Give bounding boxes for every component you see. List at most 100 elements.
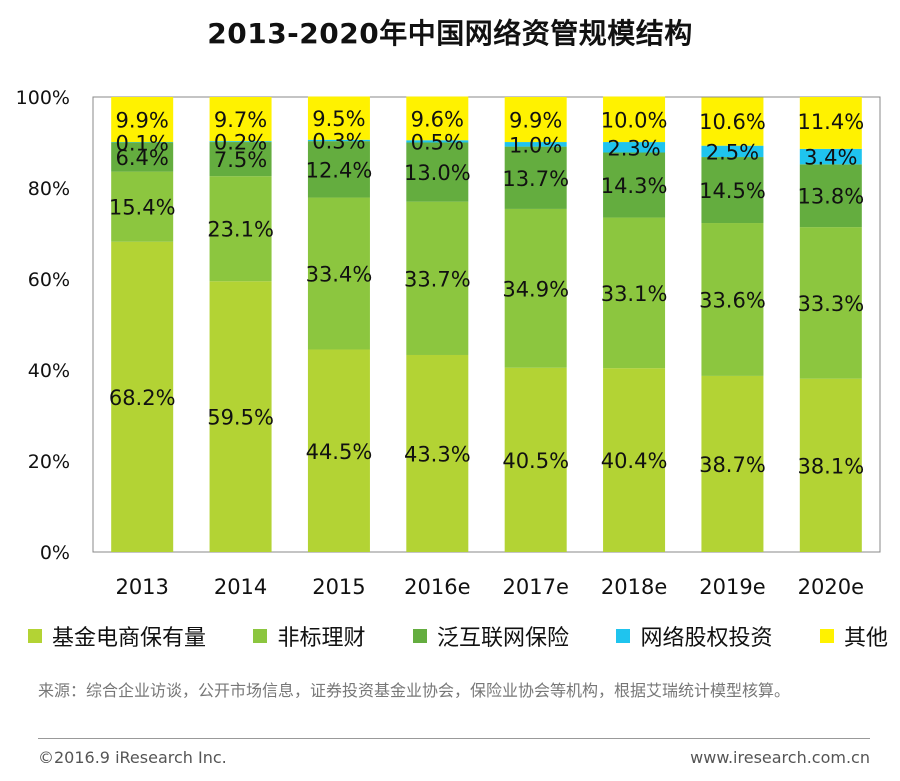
bar-segment	[504, 208, 567, 368]
data-label: 38.7%	[699, 453, 766, 477]
data-label: 2.5%	[706, 140, 759, 164]
bar-segment	[603, 368, 666, 552]
footer-divider	[38, 738, 870, 739]
bar-segment	[209, 97, 272, 142]
bar-segment	[701, 375, 764, 552]
bar-segment	[799, 378, 862, 552]
bar-segment	[799, 97, 862, 149]
bar-segment	[406, 201, 469, 355]
data-label: 14.3%	[601, 174, 668, 198]
legend-label: 网络股权投资	[640, 626, 773, 651]
legend-item: 泛互联网保险	[412, 620, 569, 652]
website-text: www.iresearch.com.cn	[690, 748, 870, 767]
legend-item: 网络股权投资	[616, 620, 772, 652]
stacked-bar-chart: 0%20%40%60%80%100%68.2%15.4%6.4%0.1%9.9%…	[16, 87, 881, 599]
y-tick-label: 20%	[28, 451, 70, 473]
y-tick-label: 40%	[28, 360, 70, 382]
data-label: 0.5%	[411, 130, 464, 154]
bar-segment	[701, 223, 764, 376]
bar-segment	[307, 349, 370, 552]
data-label: 33.6%	[699, 288, 766, 312]
data-label: 33.7%	[404, 267, 471, 291]
bar-segment	[799, 148, 862, 165]
bar-segment	[701, 145, 764, 158]
x-tick-label: 2020e	[798, 575, 864, 599]
bar-segment	[406, 354, 469, 552]
source-note: 来源：综合企业访谈，公开市场信息，证券投资基金业协会，保险业协会等机构，根据艾瑞…	[38, 681, 791, 700]
x-tick-label: 2013	[115, 575, 168, 599]
data-label: 38.1%	[797, 454, 864, 478]
legend-swatch	[28, 629, 42, 643]
data-label: 13.7%	[502, 167, 569, 191]
data-label: 6.4%	[116, 146, 169, 170]
data-label: 9.6%	[411, 107, 464, 131]
data-label: 12.4%	[306, 158, 373, 182]
data-label: 68.2%	[109, 386, 176, 410]
bar-segment	[307, 141, 370, 198]
legend-swatch	[412, 629, 427, 643]
bar-segment	[406, 142, 469, 202]
bar-segment	[603, 96, 666, 143]
legend-item: 非标理财	[253, 620, 366, 652]
bar-segment	[799, 164, 862, 228]
bar-segment	[209, 176, 272, 282]
x-tick-label: 2015	[312, 575, 365, 599]
data-label: 13.8%	[797, 185, 864, 209]
legend-label: 泛互联网保险	[436, 626, 569, 651]
bar-segment	[307, 96, 370, 140]
x-tick-label: 2019e	[699, 575, 765, 599]
bar-segment	[406, 96, 469, 141]
bar-segment	[504, 97, 567, 143]
bar-segment	[701, 97, 764, 146]
bar-segment	[111, 241, 174, 552]
x-tick-label: 2016e	[404, 575, 470, 599]
legend: 基金电商保有量 非标理财 泛互联网保险 网络股权投资 其他	[28, 620, 888, 652]
data-label: 15.4%	[109, 196, 176, 220]
bar-segment	[209, 142, 272, 177]
legend-item: 基金电商保有量	[28, 620, 206, 652]
data-label: 9.9%	[116, 109, 169, 133]
data-label: 7.5%	[214, 148, 267, 172]
data-label: 40.4%	[601, 449, 668, 473]
data-label: 33.1%	[601, 282, 668, 306]
legend-swatch	[253, 629, 268, 643]
legend-swatch	[616, 629, 631, 643]
bar-segment	[504, 367, 567, 552]
bar-segment	[111, 97, 174, 143]
data-label: 33.3%	[797, 292, 864, 316]
data-label: 33.4%	[306, 263, 373, 287]
bar-segment	[111, 171, 174, 242]
data-label: 9.9%	[509, 109, 562, 133]
legend-label: 非标理财	[277, 626, 366, 651]
data-label: 9.7%	[214, 108, 267, 132]
data-label: 59.5%	[207, 406, 274, 430]
x-tick-label: 2017e	[503, 575, 569, 599]
copyright-text: ©2016.9 iResearch Inc.	[38, 748, 227, 767]
data-label: 2.3%	[607, 136, 660, 160]
legend-swatch	[819, 629, 834, 643]
data-label: 3.4%	[804, 146, 857, 170]
bar-segment	[406, 140, 469, 143]
data-label: 44.5%	[306, 440, 373, 464]
y-tick-label: 60%	[28, 269, 70, 291]
bar-segment	[504, 142, 567, 147]
bar-segment	[307, 139, 370, 142]
bar-segment	[799, 227, 862, 379]
bar-segment	[603, 217, 666, 369]
bar-segment	[603, 142, 666, 153]
data-label: 10.6%	[699, 110, 766, 134]
legend-label: 基金电商保有量	[52, 626, 207, 651]
data-label: 40.5%	[502, 449, 569, 473]
y-tick-label: 0%	[40, 542, 70, 564]
bar-segment	[307, 197, 370, 350]
data-label: 14.5%	[699, 179, 766, 203]
data-label: 0.3%	[312, 129, 365, 153]
data-label: 9.5%	[312, 107, 365, 131]
data-label: 43.3%	[404, 442, 471, 466]
bar-segment	[209, 281, 272, 552]
bar-segment	[111, 142, 174, 172]
legend-item: 其他	[819, 620, 888, 652]
data-label: 1.0%	[509, 133, 562, 157]
y-tick-label: 100%	[16, 87, 70, 109]
legend-label: 其他	[843, 626, 888, 651]
